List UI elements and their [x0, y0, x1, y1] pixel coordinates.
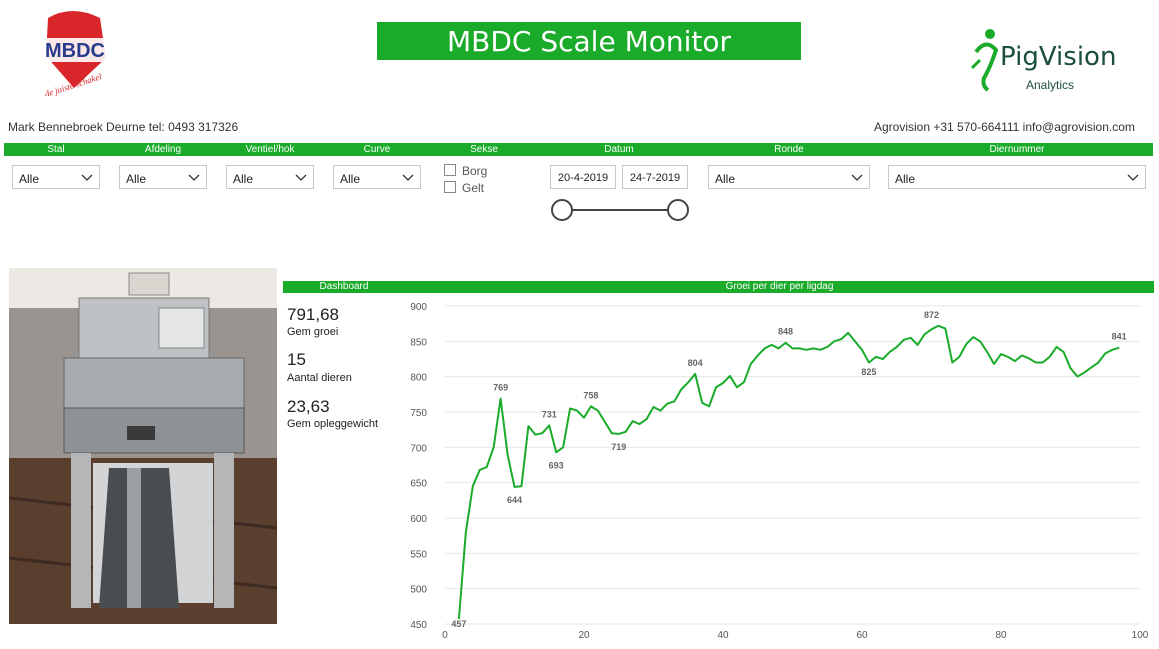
- filter-label-sekse: Sekse: [470, 144, 498, 155]
- y-tick-label: 900: [410, 302, 427, 313]
- sekse-option-label: Borg: [462, 164, 488, 178]
- filter-label-datum: Datum: [604, 144, 634, 155]
- kpi-aantal-dieren-value: 15: [287, 350, 306, 369]
- ronde-dropdown-value: Alle: [715, 172, 736, 186]
- stal-dropdown[interactable]: Alle: [12, 165, 100, 189]
- filter-label-diernummer: Diernummer: [989, 144, 1045, 155]
- diernummer-dropdown-value: Alle: [895, 172, 916, 186]
- y-tick-label: 450: [410, 620, 427, 631]
- curve-dropdown[interactable]: Alle: [333, 165, 421, 189]
- filter-label-stal: Stal: [47, 144, 65, 155]
- data-label: 804: [688, 358, 703, 368]
- date-range-slider[interactable]: [548, 196, 692, 224]
- chevron-down-icon: [188, 174, 200, 181]
- checkbox-icon: [444, 181, 456, 193]
- x-tick-label: 20: [578, 630, 590, 641]
- curve-dropdown-value: Alle: [340, 172, 361, 186]
- diernummer-dropdown[interactable]: Alle: [888, 165, 1146, 189]
- dashboard-header: Dashboard: [283, 281, 405, 293]
- data-label: 769: [493, 383, 508, 393]
- contact-right: Agrovision +31 570-664111 info@agrovisio…: [874, 120, 1135, 134]
- filter-label-ronde: Ronde: [774, 144, 804, 155]
- filter-header-bar: [4, 143, 1153, 156]
- sekse-option-gelt[interactable]: Gelt: [444, 181, 484, 195]
- filter-label-ventiel: Ventiel/hok: [245, 144, 295, 155]
- y-tick-label: 850: [410, 337, 427, 348]
- sekse-option-borg[interactable]: Borg: [444, 164, 487, 178]
- data-label: 872: [924, 310, 939, 320]
- x-tick-label: 0: [442, 630, 448, 641]
- chevron-down-icon: [1127, 174, 1139, 181]
- chevron-down-icon: [81, 174, 93, 181]
- afdeling-dropdown[interactable]: Alle: [119, 165, 207, 189]
- data-label: 758: [583, 390, 598, 400]
- kpi-gem-opleggewicht-label: Gem opleggewicht: [287, 418, 379, 430]
- x-tick-label: 60: [856, 630, 868, 641]
- checkbox-icon: [444, 164, 456, 176]
- slider-handle-end[interactable]: [667, 199, 689, 221]
- mbdc-logo-icon: MBDC de juiste schakel: [41, 11, 109, 99]
- pigvision-logo-name: PigVision: [1000, 42, 1117, 72]
- x-tick-label: 40: [717, 630, 729, 641]
- ventiel-dropdown[interactable]: Alle: [226, 165, 314, 189]
- filter-label-curve: Curve: [363, 144, 391, 155]
- data-label: 841: [1112, 332, 1127, 342]
- kpi-gem-groei-value: 791,68: [287, 305, 339, 324]
- contact-left: Mark Bennebroek Deurne tel: 0493 317326: [8, 120, 239, 134]
- data-label: 848: [778, 327, 793, 337]
- sekse-option-label: Gelt: [462, 181, 485, 195]
- y-tick-label: 500: [410, 585, 427, 596]
- afdeling-dropdown-value: Alle: [126, 172, 147, 186]
- y-tick-label: 750: [410, 408, 427, 419]
- data-label: 457: [451, 619, 466, 629]
- kpi-gem-groei-label: Gem groei: [287, 326, 339, 338]
- data-label: 731: [542, 409, 557, 419]
- page-title: MBDC Scale Monitor: [377, 22, 801, 60]
- pigvision-logo: PigVision Analytics: [966, 28, 1141, 98]
- scale-photo: [9, 268, 277, 624]
- stal-dropdown-value: Alle: [19, 172, 40, 186]
- y-tick-label: 800: [410, 373, 427, 384]
- y-tick-label: 550: [410, 549, 427, 560]
- data-label: 644: [507, 495, 522, 505]
- x-tick-label: 80: [995, 630, 1007, 641]
- kpi-gem-opleggewicht-value: 23,63: [287, 397, 330, 416]
- mbdc-logo: MBDC de juiste schakel: [38, 8, 118, 99]
- slider-handle-start[interactable]: [551, 199, 573, 221]
- data-label: 719: [611, 442, 626, 452]
- mbdc-logo-text: MBDC: [45, 40, 105, 62]
- pigvision-logo-icon: [970, 29, 999, 92]
- y-tick-label: 700: [410, 443, 427, 454]
- chart-header: Groei per dier per ligdag: [405, 281, 1154, 293]
- chevron-down-icon: [295, 174, 307, 181]
- x-tick-label: 100: [1132, 630, 1149, 641]
- filter-label-afdeling: Afdeling: [144, 144, 182, 155]
- ronde-dropdown[interactable]: Alle: [708, 165, 870, 189]
- chevron-down-icon: [851, 174, 863, 181]
- pigvision-logo-sub: Analytics: [1026, 78, 1075, 92]
- data-label: 825: [861, 367, 876, 377]
- series-line: [457, 324, 1120, 620]
- ventiel-dropdown-value: Alle: [233, 172, 254, 186]
- y-tick-label: 600: [410, 514, 427, 525]
- date-end-input[interactable]: 24-7-2019: [622, 165, 688, 189]
- date-start-input[interactable]: 20-4-2019: [550, 165, 616, 189]
- y-tick-label: 650: [410, 479, 427, 490]
- growth-line-chart: 450 500 550 600 650 700 750 800 850 900 0 20 40 60 80 1…: [410, 302, 1149, 641]
- data-label: 693: [549, 460, 564, 470]
- kpi-aantal-dieren-label: Aantal dieren: [287, 372, 352, 384]
- chevron-down-icon: [402, 174, 414, 181]
